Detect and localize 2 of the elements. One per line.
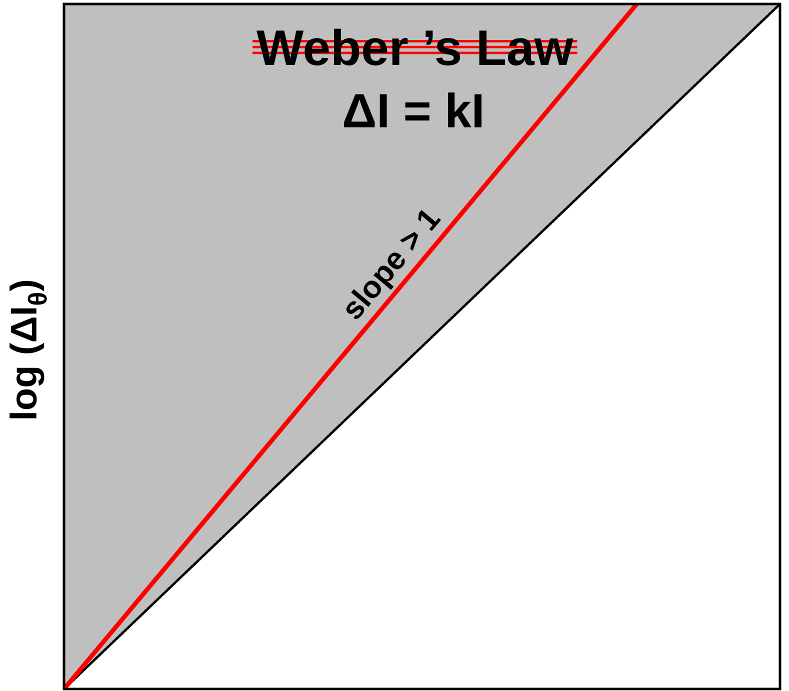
text: ΔI = kI xyxy=(344,92,482,128)
y-axis-title: log (ΔI$_{θ}$) xyxy=(10,280,47,418)
